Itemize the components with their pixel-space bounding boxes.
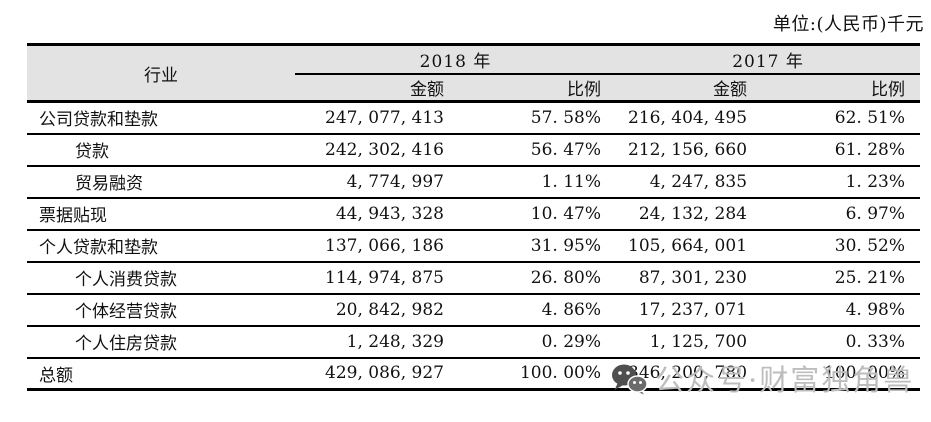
unit-label: 单位:(人民币)千元	[772, 14, 924, 35]
amount-2017-cell: 216, 404, 495	[616, 101, 763, 135]
table-row: 公司贷款和垫款 247, 077, 413 57. 58% 216, 404, …	[27, 101, 921, 135]
amount-2018-cell: 242, 302, 416	[295, 133, 459, 167]
amount-2018-cell: 429, 086, 927	[295, 357, 459, 391]
amount-2017-cell: 212, 156, 660	[616, 133, 763, 167]
ratio-2017-cell: 100. 00%	[762, 357, 921, 391]
ratio-2018-cell: 1. 11%	[459, 165, 617, 199]
ratio-2017-cell: 62. 51%	[762, 101, 921, 135]
ratio-2018-cell: 26. 80%	[459, 261, 617, 295]
amount-2017-cell: 346, 200, 780	[616, 357, 763, 391]
table-row: 票据贴现 44, 943, 328 10. 47% 24, 132, 284 6…	[27, 197, 921, 231]
amount-2017-cell: 87, 301, 230	[616, 261, 763, 295]
ratio-2017-cell: 1. 23%	[762, 165, 921, 199]
industry-cell: 个人住房贷款	[27, 325, 295, 359]
ratio-2017-cell: 0. 33%	[762, 325, 921, 359]
industry-cell: 贷款	[27, 133, 295, 167]
industry-cell: 票据贴现	[27, 197, 295, 231]
column-header-ratio-2017: 比例	[762, 73, 921, 103]
column-header-year-2018: 2018 年	[295, 44, 617, 75]
column-header-amount-2018: 金额	[295, 73, 459, 103]
ratio-2018-cell: 31. 95%	[459, 229, 617, 263]
amount-2018-cell: 4, 774, 997	[295, 165, 459, 199]
column-header-amount-2017: 金额	[616, 73, 763, 103]
ratio-2018-cell: 10. 47%	[459, 197, 617, 231]
amount-2017-cell: 1, 125, 700	[616, 325, 763, 359]
table-row: 个人住房贷款 1, 248, 329 0. 29% 1, 125, 700 0.…	[27, 325, 921, 359]
amount-2017-cell: 4, 247, 835	[616, 165, 763, 199]
industry-cell: 公司贷款和垫款	[27, 101, 295, 135]
amount-2017-cell: 105, 664, 001	[616, 229, 763, 263]
ratio-2017-cell: 61. 28%	[762, 133, 921, 167]
column-header-ratio-2018: 比例	[459, 73, 617, 103]
industry-cell: 个体经营贷款	[27, 293, 295, 327]
ratio-2018-cell: 4. 86%	[459, 293, 617, 327]
table-row: 个人消费贷款 114, 974, 875 26. 80% 87, 301, 23…	[27, 261, 921, 295]
column-header-year-2017: 2017 年	[616, 44, 921, 75]
ratio-2018-cell: 100. 00%	[459, 357, 617, 391]
ratio-2017-cell: 25. 21%	[762, 261, 921, 295]
amount-2018-cell: 20, 842, 982	[295, 293, 459, 327]
header-row-measures: 金额 比例 金额 比例	[27, 73, 921, 103]
ratio-2018-cell: 57. 58%	[459, 101, 617, 135]
column-header-industry: 行业	[27, 44, 295, 103]
table-row-total: 总额 429, 086, 927 100. 00% 346, 200, 780 …	[27, 357, 921, 391]
industry-cell: 个人贷款和垫款	[27, 229, 295, 263]
loan-breakdown-table: 行业 2018 年 2017 年 金额 比例 金额 比例 公司贷款和垫款 247…	[27, 43, 921, 391]
table-row: 个人贷款和垫款 137, 066, 186 31. 95% 105, 664, …	[27, 229, 921, 263]
amount-2018-cell: 137, 066, 186	[295, 229, 459, 263]
amount-2017-cell: 17, 237, 071	[616, 293, 763, 327]
table-row: 个体经营贷款 20, 842, 982 4. 86% 17, 237, 071 …	[27, 293, 921, 327]
amount-2018-cell: 44, 943, 328	[295, 197, 459, 231]
ratio-2018-cell: 56. 47%	[459, 133, 617, 167]
amount-2018-cell: 1, 248, 329	[295, 325, 459, 359]
table-row: 贷款 242, 302, 416 56. 47% 212, 156, 660 6…	[27, 133, 921, 167]
ratio-2018-cell: 0. 29%	[459, 325, 617, 359]
header-row-years: 行业 2018 年 2017 年	[27, 44, 921, 103]
ratio-2017-cell: 6. 97%	[762, 197, 921, 231]
industry-cell: 个人消费贷款	[27, 261, 295, 295]
ratio-2017-cell: 30. 52%	[762, 229, 921, 263]
table-row: 贸易融资 4, 774, 997 1. 11% 4, 247, 835 1. 2…	[27, 165, 921, 199]
amount-2018-cell: 114, 974, 875	[295, 261, 459, 295]
industry-cell: 总额	[27, 357, 295, 391]
industry-cell: 贸易融资	[27, 165, 295, 199]
ratio-2017-cell: 4. 98%	[762, 293, 921, 327]
amount-2018-cell: 247, 077, 413	[295, 101, 459, 135]
amount-2017-cell: 24, 132, 284	[616, 197, 763, 231]
